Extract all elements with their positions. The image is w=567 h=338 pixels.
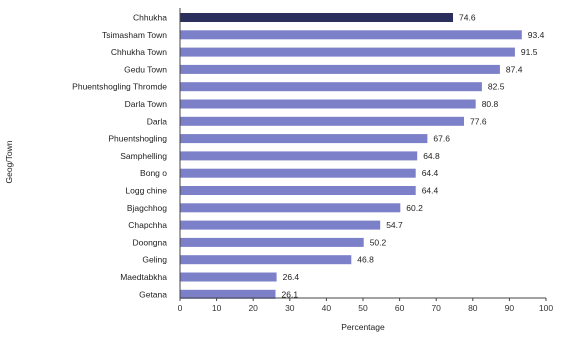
bar (180, 151, 418, 161)
x-axis: 0 10 20 30 40 50 60 70 80 90 100 (178, 8, 553, 313)
category-label: Bjagchhog (127, 203, 167, 213)
value-label: 64.4 (422, 186, 439, 196)
category-label: Logg chine (125, 186, 167, 196)
category-label: Tsimasham Town (102, 30, 167, 40)
x-tick-label: 0 (178, 303, 183, 313)
value-label: 91.5 (521, 47, 538, 57)
bar (180, 116, 464, 126)
value-label: 67.6 (433, 134, 450, 144)
value-label: 64.4 (422, 168, 439, 178)
bar (180, 289, 276, 299)
category-label: Darla Town (125, 99, 168, 109)
value-label: 87.4 (506, 64, 523, 74)
value-label: 64.8 (423, 151, 440, 161)
bar (180, 168, 416, 178)
bars-group (180, 13, 522, 299)
value-label: 26.4 (283, 272, 300, 282)
bar (180, 82, 482, 92)
value-label: 74.6 (459, 13, 476, 23)
value-label: 77.6 (470, 116, 487, 126)
x-tick-label: 100 (539, 303, 553, 313)
category-label: Phuentshogling (108, 134, 167, 144)
category-label: Darla (147, 116, 168, 126)
x-tick-label: 10 (212, 303, 222, 313)
value-labels: 74.6 93.4 91.5 87.482.5 80.8 77.6 67.6 64.8 64.4… (282, 13, 545, 300)
x-tick-label: 50 (358, 303, 368, 313)
value-label: 82.5 (488, 82, 505, 92)
bar (180, 47, 515, 57)
bar (180, 134, 428, 144)
category-label: Geling (142, 255, 167, 265)
x-axis-title: Percentage (341, 322, 385, 332)
category-label: Samphelling (120, 151, 167, 161)
category-label: Maedtabkha (120, 272, 167, 282)
category-label: Chhukha (133, 13, 167, 23)
bar (180, 237, 364, 247)
value-label: 93.4 (528, 30, 545, 40)
category-label: Chhukha Town (111, 47, 167, 57)
bar (180, 272, 277, 282)
x-tick-label: 70 (431, 303, 441, 313)
category-label: Doongna (132, 237, 167, 247)
value-label: 46.8 (357, 255, 374, 265)
x-tick-label: 30 (285, 303, 295, 313)
category-label: Gedu Town (124, 64, 167, 74)
bar (180, 255, 352, 265)
bar (180, 30, 522, 40)
value-label: 50.2 (370, 237, 387, 247)
x-tick-label: 80 (468, 303, 478, 313)
category-label: Phuentshogling Thromde (72, 82, 167, 92)
category-label: Getana (139, 289, 167, 299)
category-label: Bong o (140, 168, 167, 178)
bar (180, 13, 453, 22)
x-tick-label: 40 (322, 303, 332, 313)
value-label: 80.8 (482, 99, 499, 109)
bar (180, 203, 401, 213)
category-label: Chapchha (128, 220, 167, 230)
x-tick-label: 20 (248, 303, 258, 313)
bar (180, 186, 416, 195)
x-tick-label: 60 (395, 303, 405, 313)
value-label: 54.7 (386, 220, 403, 230)
category-labels: Chhukha Tsimasham Town Chhukha Town Gedu To… (72, 13, 167, 300)
y-axis-title: Geog/Town (4, 140, 14, 183)
value-label: 60.2 (406, 203, 423, 213)
x-tick-label: 90 (505, 303, 515, 313)
bar (180, 220, 381, 230)
bar (180, 64, 500, 74)
bar (180, 99, 476, 109)
value-label: 26.1 (282, 289, 299, 299)
